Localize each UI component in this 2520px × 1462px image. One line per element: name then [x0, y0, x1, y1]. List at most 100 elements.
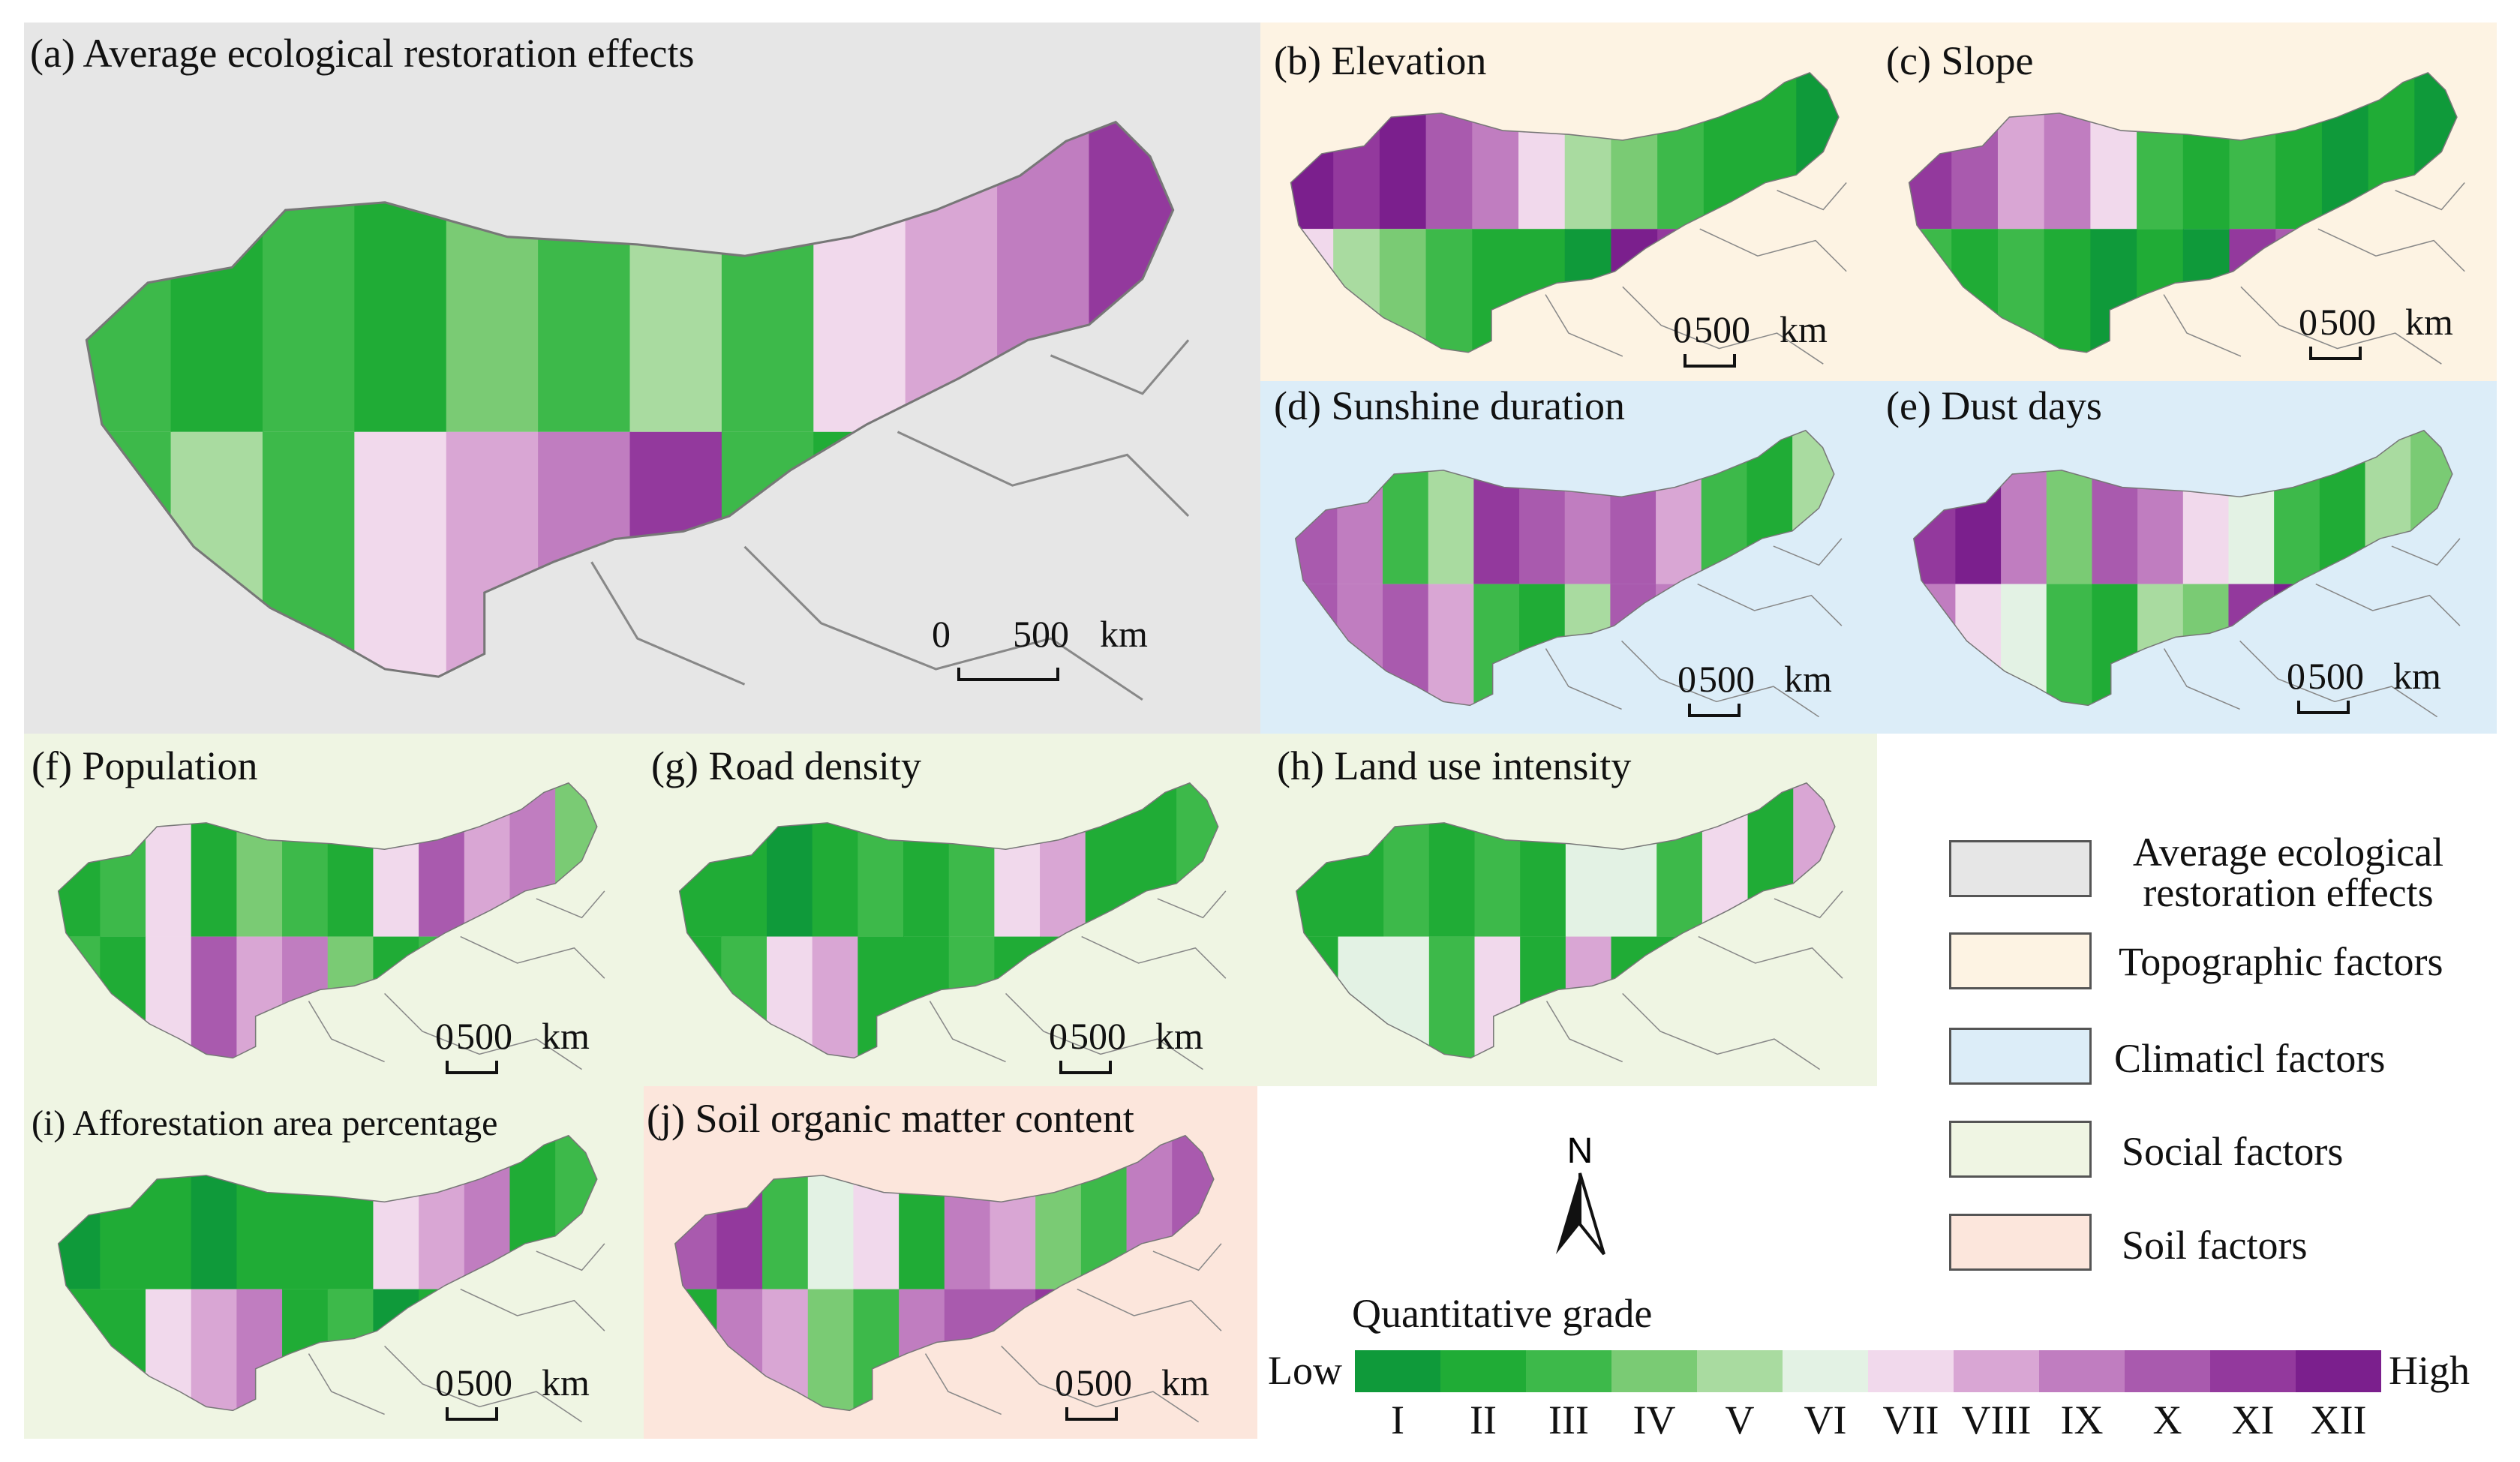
map-panel-i: (i) Afforestation area percentage 0 500 … — [24, 1086, 644, 1439]
map-panel-f: (f) Population 0 500 km — [24, 734, 644, 1086]
panel-title-c: (c) Slope — [1886, 38, 2034, 83]
grade-swatch-v — [1697, 1350, 1783, 1392]
legend-label-topographic: Topographic factors — [2119, 939, 2443, 984]
panel-title-e: (e) Dust days — [1886, 383, 2102, 428]
legend-swatch-social — [1949, 1121, 2092, 1178]
map-d-svg — [1294, 429, 1843, 718]
scale-line-e — [2297, 701, 2350, 714]
scale-value-c: 500 — [2320, 301, 2376, 343]
map-panel-h: (h) Land use intensity — [1266, 734, 1877, 1086]
legend-swatch-average — [1949, 840, 2092, 897]
grade-label-x: X — [2152, 1397, 2182, 1442]
grade-color-ramp — [1355, 1350, 2381, 1392]
scale-unit-a: km — [1100, 613, 1148, 655]
map-panel-b: (b) Elevation 0 500 km — [1260, 23, 1882, 381]
grade-swatch-viii — [1954, 1350, 2039, 1392]
legend-label-soil: Soil factors — [2122, 1223, 2308, 1268]
grade-label-i: I — [1391, 1397, 1404, 1442]
scale-value-d: 500 — [1699, 658, 1755, 700]
ramp-high-label: High — [2389, 1348, 2470, 1393]
scale-unit-e: km — [2393, 655, 2441, 697]
map-panel-j: (j) Soil organic matter content 0 500 km — [644, 1086, 1257, 1439]
map-h-svg — [1296, 782, 1843, 1070]
scale-value-a: 500 — [1013, 613, 1069, 655]
panel-title-d: (d) Sunshine duration — [1274, 383, 1625, 428]
legend-label-average-2: restoration effects — [2143, 870, 2434, 915]
map-g-svg — [678, 782, 1227, 1070]
scale-line-g — [1059, 1061, 1112, 1074]
scale-unit-f: km — [542, 1015, 590, 1057]
grade-label-v: V — [1725, 1397, 1755, 1442]
legend-swatch-climatic — [1949, 1028, 2092, 1085]
scale-value-b: 500 — [1694, 308, 1750, 350]
map-i-svg — [57, 1134, 605, 1423]
scale-line-d — [1688, 704, 1741, 717]
grade-label-viii: VIII — [1961, 1397, 2032, 1442]
legend-swatch-soil — [1949, 1214, 2092, 1271]
scale-value-g: 500 — [1070, 1015, 1126, 1057]
grade-swatch-iv — [1611, 1350, 1697, 1392]
scale-unit-d: km — [1784, 658, 1832, 700]
map-panel-e: (e) Dust days 0 500 km — [1882, 381, 2497, 734]
scale-zero-j: 0 — [1055, 1361, 1074, 1403]
grade-label-xii: XII — [2310, 1397, 2367, 1442]
scale-zero-e: 0 — [2287, 655, 2305, 697]
scale-zero-b: 0 — [1673, 308, 1692, 350]
scale-value-i: 500 — [456, 1361, 512, 1403]
grade-swatch-xii — [2296, 1350, 2381, 1392]
map-a-svg — [85, 120, 1190, 701]
north-arrow-icon: N — [1556, 1131, 1605, 1256]
grade-label-iv: IV — [1632, 1397, 1676, 1442]
grade-swatch-xi — [2210, 1350, 2296, 1392]
map-f-svg — [57, 782, 605, 1070]
scale-unit-b: km — [1780, 308, 1828, 350]
grade-label-ii: II — [1470, 1397, 1497, 1442]
scale-line-j — [1065, 1407, 1118, 1421]
grade-label-vii: VII — [1882, 1397, 1939, 1442]
legend-label-social: Social factors — [2122, 1129, 2344, 1174]
scale-zero-g: 0 — [1049, 1015, 1068, 1057]
scale-line-b — [1684, 354, 1736, 368]
ramp-low-label: Low — [1268, 1348, 1342, 1393]
grade-swatch-vii — [1868, 1350, 1954, 1392]
map-j-svg — [674, 1134, 1222, 1423]
panel-title-f: (f) Population — [32, 743, 258, 788]
legend-label-average-1: Average ecological — [2132, 830, 2444, 875]
panel-title-i: (i) Afforestation area percentage — [32, 1103, 498, 1143]
scale-value-f: 500 — [456, 1015, 512, 1057]
scale-line-f — [446, 1061, 498, 1074]
panel-title-a: (a) Average ecological restoration effec… — [30, 31, 695, 76]
scale-zero-a: 0 — [932, 613, 951, 655]
scale-line-i — [446, 1407, 498, 1421]
grade-label-xi: XI — [2231, 1397, 2275, 1442]
map-c-svg — [1908, 72, 2465, 365]
scale-line-c — [2309, 347, 2362, 360]
scale-unit-j: km — [1161, 1361, 1209, 1403]
scale-value-e: 500 — [2308, 655, 2364, 697]
panel-title-j: (j) Soil organic matter content — [647, 1096, 1134, 1141]
scale-unit-g: km — [1155, 1015, 1203, 1057]
north-label: N — [1567, 1131, 1593, 1171]
grade-swatch-ii — [1440, 1350, 1526, 1392]
quantitative-grade-title: Quantitative grade — [1352, 1291, 1653, 1336]
panel-title-h: (h) Land use intensity — [1277, 743, 1632, 788]
legend-label-climatic: Climaticl factors — [2114, 1036, 2386, 1081]
scale-value-j: 500 — [1076, 1361, 1132, 1403]
grade-label-iii: III — [1548, 1397, 1589, 1442]
scale-zero-i: 0 — [435, 1361, 454, 1403]
map-panel-g: (g) Road density 0 500 km — [644, 734, 1266, 1086]
map-b-svg — [1290, 72, 1847, 365]
grade-swatch-ix — [2039, 1350, 2125, 1392]
scale-unit-c: km — [2405, 301, 2453, 343]
grade-swatch-iii — [1526, 1350, 1611, 1392]
grade-swatch-x — [2125, 1350, 2210, 1392]
scale-unit-i: km — [542, 1361, 590, 1403]
grade-label-vi: VI — [1804, 1397, 1847, 1442]
map-panel-d: (d) Sunshine duration 0 500 km — [1260, 381, 1882, 734]
map-e-svg — [1912, 429, 2461, 718]
panel-title-b: (b) Elevation — [1274, 38, 1487, 83]
grade-swatch-vi — [1783, 1350, 1868, 1392]
grade-label-ix: IX — [2060, 1397, 2104, 1442]
panel-title-g: (g) Road density — [651, 743, 921, 788]
scale-line-a — [957, 668, 1059, 681]
